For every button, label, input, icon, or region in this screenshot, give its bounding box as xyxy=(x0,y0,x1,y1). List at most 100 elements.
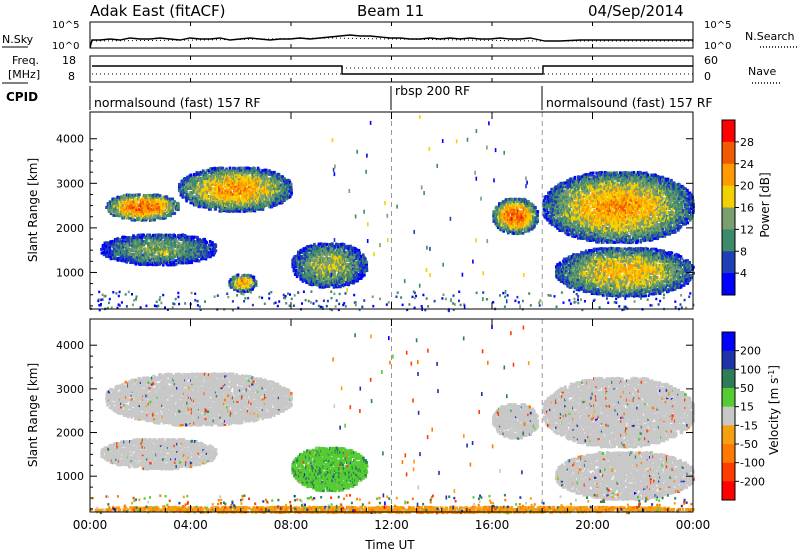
echo-cell xyxy=(300,271,303,275)
echo-cell xyxy=(188,183,191,187)
echo-cell xyxy=(277,179,281,183)
echo-cell xyxy=(200,185,203,189)
echo-cell xyxy=(248,175,251,179)
echo-cell xyxy=(315,250,318,254)
echo-cell xyxy=(256,166,260,170)
echo-cell xyxy=(138,198,142,201)
echo-cell xyxy=(339,263,342,267)
echo-cell xyxy=(230,285,234,289)
echo-cell xyxy=(140,212,144,216)
echo-cell xyxy=(311,253,315,257)
echo-cell xyxy=(107,209,111,213)
echo-cell xyxy=(134,197,138,201)
echo-cell xyxy=(237,185,241,189)
echo-cell xyxy=(156,198,160,202)
echo-cell xyxy=(325,250,329,254)
echo-cell xyxy=(268,203,271,207)
echo-cell xyxy=(333,256,336,260)
echo-cell xyxy=(118,245,122,249)
echo-cell xyxy=(198,238,202,242)
echo-cell xyxy=(196,236,199,240)
echo-cell xyxy=(165,247,168,251)
echo-cell xyxy=(172,236,175,239)
echo-cell xyxy=(246,174,250,178)
echo-cell xyxy=(280,193,284,197)
echo-cell xyxy=(185,189,188,193)
echo-cell xyxy=(166,237,170,241)
echo-cell xyxy=(249,195,252,199)
echo-cell xyxy=(246,287,250,291)
echo-cell xyxy=(254,205,258,209)
echo-cell xyxy=(326,259,330,262)
echo-cell xyxy=(168,199,172,203)
echo-cell xyxy=(163,255,166,259)
echo-cell xyxy=(257,207,260,211)
echo-cell xyxy=(333,246,336,250)
echo-cell xyxy=(336,283,340,287)
echo-cell xyxy=(328,246,331,250)
echo-cell xyxy=(261,194,264,198)
echo-cell xyxy=(232,175,236,179)
echo-cell xyxy=(204,253,207,257)
echo-cell xyxy=(121,249,125,253)
echo-cell xyxy=(263,178,267,182)
echo-cell xyxy=(186,175,189,179)
echo-cell xyxy=(214,184,218,188)
echo-cell xyxy=(123,243,126,247)
echo-cell xyxy=(127,239,131,243)
echo-cell xyxy=(307,275,311,279)
echo-cell xyxy=(129,247,133,251)
echo-cell xyxy=(132,202,135,205)
echo-cell xyxy=(274,195,277,199)
echo-cell xyxy=(124,200,128,204)
echo-cell xyxy=(283,179,286,183)
echo-cell xyxy=(182,254,186,258)
echo-cell xyxy=(193,187,196,190)
echo-cell xyxy=(113,247,117,251)
echo-cell xyxy=(217,183,221,186)
echo-cell xyxy=(147,243,150,247)
echo-cell xyxy=(238,166,242,170)
echo-cell xyxy=(124,253,128,257)
echo-cell xyxy=(182,183,186,187)
echo-cell xyxy=(112,213,115,217)
cpid-row: CPID normalsound (fast) 157 RF rbsp 200 … xyxy=(6,83,713,110)
echo-cell xyxy=(113,200,117,203)
echo-cell xyxy=(209,175,212,179)
echo-cell xyxy=(147,233,150,237)
echo-cell xyxy=(107,202,111,206)
echo-cell xyxy=(267,185,270,189)
echo-cell xyxy=(283,188,287,192)
echo-cell xyxy=(138,243,141,247)
echo-cell xyxy=(228,166,232,170)
echo-cell xyxy=(327,281,331,285)
echo-cell xyxy=(206,177,210,181)
echo-cell xyxy=(258,199,261,203)
echo-cell xyxy=(222,171,226,175)
echo-cell xyxy=(139,238,142,242)
echo-cell xyxy=(331,260,334,264)
echo-cell xyxy=(216,171,220,175)
echo-cell xyxy=(253,201,257,205)
echo-cell xyxy=(192,249,196,253)
echo-cell xyxy=(328,244,332,248)
echo-cell xyxy=(159,238,163,242)
echo-cell xyxy=(120,214,123,218)
echo-cell xyxy=(284,195,287,199)
echo-cell xyxy=(219,197,222,201)
echo-cell xyxy=(339,265,343,269)
echo-cell xyxy=(180,259,184,263)
echo-cell xyxy=(324,266,327,270)
echo-cell xyxy=(294,268,298,272)
echo-cell xyxy=(273,170,276,174)
echo-cell xyxy=(331,242,334,246)
echo-cell xyxy=(151,243,155,247)
echo-cell xyxy=(274,191,277,195)
echo-cell xyxy=(221,180,225,184)
echo-cell xyxy=(244,195,248,199)
echo-cell xyxy=(197,259,201,263)
echo-cell xyxy=(150,249,154,253)
echo-cell xyxy=(328,269,332,273)
echo-cell xyxy=(221,187,225,191)
echo-cell xyxy=(177,205,180,209)
